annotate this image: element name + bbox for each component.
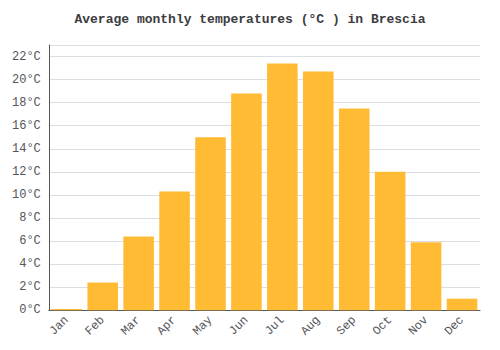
svg-text:Aug: Aug [298, 313, 323, 338]
svg-text:6°C: 6°C [19, 234, 41, 248]
svg-text:0°C: 0°C [19, 303, 41, 317]
svg-text:Dec: Dec [442, 313, 467, 338]
svg-text:10°C: 10°C [12, 188, 41, 202]
svg-text:Average monthly temperatures (: Average monthly temperatures (°C ) in Br… [74, 12, 425, 27]
svg-text:Jun: Jun [226, 313, 251, 338]
svg-text:Sep: Sep [334, 313, 359, 338]
svg-text:2°C: 2°C [19, 280, 41, 294]
svg-text:4°C: 4°C [19, 257, 41, 271]
svg-text:22°C: 22°C [12, 50, 41, 64]
svg-text:Nov: Nov [406, 313, 431, 338]
svg-text:18°C: 18°C [12, 96, 41, 110]
svg-text:Apr: Apr [154, 313, 179, 338]
svg-text:20°C: 20°C [12, 73, 41, 87]
svg-text:8°C: 8°C [19, 211, 41, 225]
svg-text:14°C: 14°C [12, 142, 41, 156]
svg-text:Feb: Feb [82, 313, 107, 338]
svg-text:Jan: Jan [47, 313, 72, 338]
svg-text:May: May [190, 313, 215, 338]
svg-text:Jul: Jul [262, 313, 287, 338]
svg-text:Oct: Oct [370, 313, 395, 338]
svg-text:12°C: 12°C [12, 165, 41, 179]
svg-text:16°C: 16°C [12, 119, 41, 133]
svg-text:Mar: Mar [118, 313, 143, 338]
